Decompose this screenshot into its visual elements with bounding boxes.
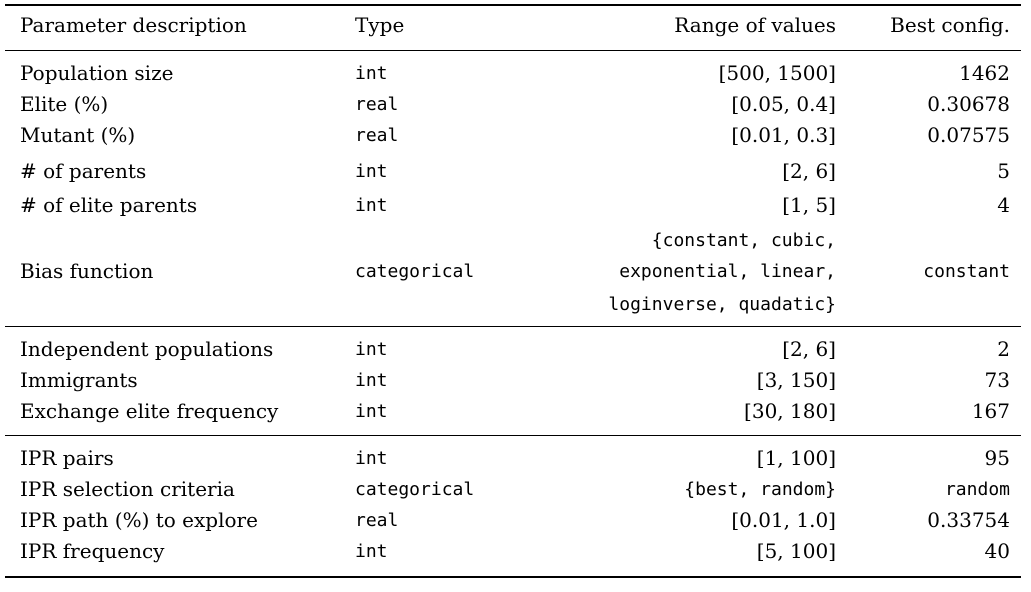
param-type: int [355,195,388,216]
param-best-config: 0.33754 [927,508,1010,532]
param-best-config: 0.30678 [927,92,1010,116]
param-range: [3, 150] [756,368,836,392]
param-best-config: 167 [971,399,1010,423]
table-row: # of parents int [2, 6] 5 [0,156,1031,187]
param-best-config: random [944,479,1010,500]
param-description: # of parents [20,159,147,183]
param-best-config: 5 [997,159,1010,183]
param-best-config: 0.07575 [927,123,1010,147]
param-best-config: 2 [997,337,1010,361]
param-best-config: 1462 [959,61,1010,85]
param-description: IPR frequency [20,539,165,563]
param-range: [0.01, 1.0] [731,508,836,532]
table-row: loginverse, quadatic} [0,289,1031,320]
param-type: int [355,401,388,422]
param-type: categorical [355,261,475,282]
param-range: [1, 100] [756,446,836,470]
param-best-config: 40 [984,539,1010,563]
param-best-config: 73 [984,368,1010,392]
table-row: Exchange elite frequency int [30, 180] 1… [0,396,1031,427]
header-best-config: Best config. [890,13,1010,37]
param-type: int [355,541,388,562]
param-best-config: constant [923,261,1010,282]
table-row: Bias function categorical exponential, l… [0,256,1031,287]
top-rule [5,4,1021,6]
param-description: IPR path (%) to explore [20,508,258,532]
param-description: Immigrants [20,368,138,392]
table-row: Independent populations int [2, 6] 2 [0,334,1031,365]
param-description: IPR pairs [20,446,114,470]
param-type: real [355,125,399,146]
param-range: [0.01, 0.3] [731,123,836,147]
param-range: [5, 100] [756,539,836,563]
group-rule [5,326,1021,327]
param-type: int [355,370,388,391]
param-range: [0.05, 0.4] [731,92,836,116]
param-description: Mutant (%) [20,123,136,147]
bottom-rule [5,576,1021,578]
param-range: {best, random} [684,479,836,500]
param-type: int [355,339,388,360]
param-range: [2, 6] [782,337,836,361]
param-type: int [355,448,388,469]
table-row: Mutant (%) real [0.01, 0.3] 0.07575 [0,120,1031,151]
param-range: [1, 5] [782,193,836,217]
param-range: [2, 6] [782,159,836,183]
table-row: {constant, cubic, [0,225,1031,256]
param-type: real [355,94,399,115]
param-description: Exchange elite frequency [20,399,279,423]
header-description: Parameter description [20,13,247,37]
table-row: # of elite parents int [1, 5] 4 [0,190,1031,221]
param-description: Independent populations [20,337,274,361]
header-row: Parameter description Type Range of valu… [0,10,1031,41]
table-row: Immigrants int [3, 150] 73 [0,365,1031,396]
table-row: IPR pairs int [1, 100] 95 [0,443,1031,474]
table-row: Population size int [500, 1500] 1462 [0,58,1031,89]
param-type: real [355,510,399,531]
param-range: [500, 1500] [718,61,836,85]
header-type: Type [355,13,405,37]
group-rule [5,435,1021,436]
param-range: [30, 180] [744,399,836,423]
param-best-config: 4 [997,193,1010,217]
param-description: IPR selection criteria [20,477,235,501]
param-type: int [355,161,388,182]
param-range-line: loginverse, quadatic} [608,294,836,315]
param-best-config: 95 [984,446,1010,470]
param-type: categorical [355,479,475,500]
param-type: int [355,63,388,84]
header-range: Range of values [674,13,836,37]
param-description: # of elite parents [20,193,198,217]
table-row: IPR frequency int [5, 100] 40 [0,536,1031,567]
param-description: Elite (%) [20,92,109,116]
table-row: IPR selection criteria categorical {best… [0,474,1031,505]
header-rule [5,50,1021,51]
param-range-line: {constant, cubic, [651,230,836,251]
param-range-line: exponential, linear, [619,261,836,282]
param-description: Bias function [20,259,154,283]
table-row: IPR path (%) to explore real [0.01, 1.0]… [0,505,1031,536]
param-description: Population size [20,61,174,85]
table-row: Elite (%) real [0.05, 0.4] 0.30678 [0,89,1031,120]
